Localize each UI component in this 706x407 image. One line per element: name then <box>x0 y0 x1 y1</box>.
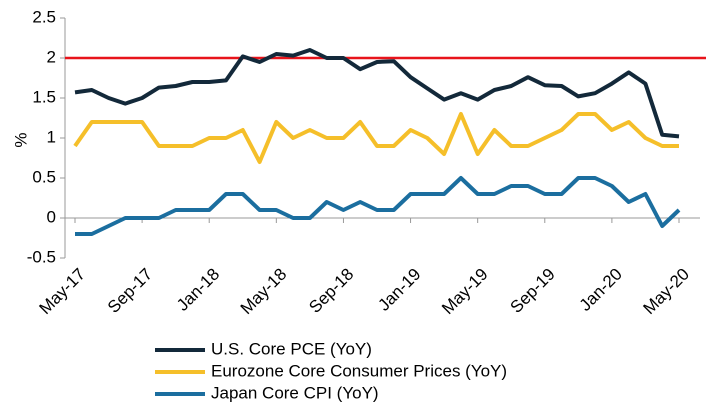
y-tick-label: 1.5 <box>32 87 56 106</box>
y-tick-label: 1 <box>47 127 56 146</box>
legend-label: U.S. Core PCE (YoY) <box>211 339 372 358</box>
x-tick-label: May-18 <box>237 265 291 319</box>
y-tick-label: 2.5 <box>32 7 56 26</box>
x-tick-label: May-20 <box>639 265 693 319</box>
x-tick-label: Sep-19 <box>507 265 559 317</box>
legend-label: Eurozone Core Consumer Prices (YoY) <box>211 361 507 380</box>
x-tick-label: Sep-17 <box>104 265 156 317</box>
data-line <box>73 112 679 164</box>
x-tick-label: Jan-19 <box>374 265 424 315</box>
legend-label: Japan Core CPI (YoY) <box>211 383 379 402</box>
data-line <box>74 48 680 139</box>
y-tick-label: 0.5 <box>32 167 56 186</box>
y-axis-label: % <box>11 132 30 147</box>
data-line <box>75 176 681 236</box>
x-tick-label: May-17 <box>35 265 89 319</box>
x-tick-label: Jan-18 <box>173 265 223 315</box>
y-tick-label: -0.5 <box>27 247 56 266</box>
x-tick-label: Jan-20 <box>576 265 626 315</box>
y-tick-label: 0 <box>47 207 56 226</box>
y-tick-label: 2 <box>47 47 56 66</box>
x-tick-label: Sep-18 <box>305 265 357 317</box>
x-tick-label: May-19 <box>438 265 492 319</box>
